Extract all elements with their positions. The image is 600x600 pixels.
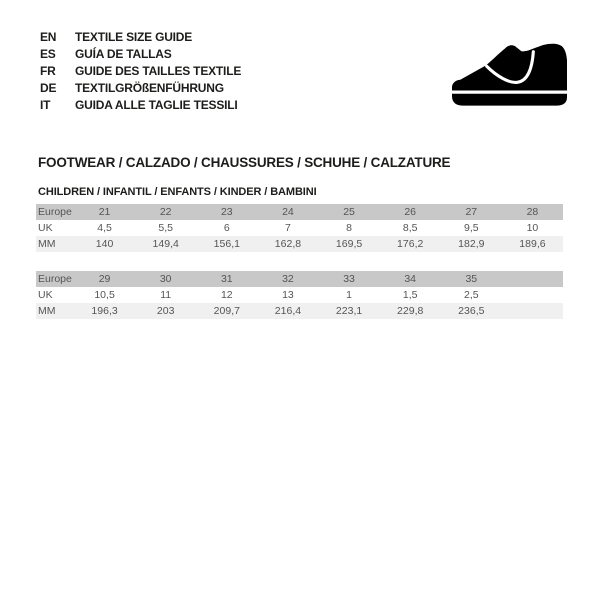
size-value: 2,5 <box>464 289 479 301</box>
size-value: 1 <box>346 289 352 301</box>
size-value: 6 <box>223 222 230 234</box>
row-label: UK <box>38 222 53 234</box>
size-value: 31 <box>220 273 233 285</box>
size-value: 11 <box>160 289 172 301</box>
size-value: 27 <box>465 206 478 218</box>
table-row-mm: MM 140 149,4 156,1 162,8 169,5 176,2 182,9 189,6 <box>36 236 563 252</box>
size-value: 32 <box>282 273 294 285</box>
size-value: 30 <box>159 273 172 285</box>
size-value: 28 <box>526 206 539 218</box>
size-value: 189,6 <box>519 238 546 250</box>
language-code: IT <box>40 98 51 112</box>
size-value <box>502 271 563 287</box>
size-value: 203 <box>156 305 175 317</box>
size-value: 1,5 <box>402 289 418 301</box>
children-size-table-1: Europe 21 22 23 24 25 26 27 28 UK 4,5 5,5 6 7 8 8,5 9,5 1… <box>36 204 563 252</box>
row-label: UK <box>38 289 53 301</box>
language-label: GUÍA DE TALLAS <box>75 47 172 61</box>
size-value: 10 <box>526 222 539 234</box>
table-row-uk: UK 10,5 11 12 13 1 1,5 2,5 <box>36 287 563 303</box>
size-value: 9,5 <box>464 222 479 234</box>
language-label: GUIDA ALLE TAGLIE TESSILI <box>75 98 238 112</box>
language-code: DE <box>40 81 57 95</box>
language-row-it: IT GUIDA ALLE TAGLIE TESSILI <box>40 97 241 114</box>
size-value: 21 <box>98 206 111 218</box>
size-value: 25 <box>343 206 355 218</box>
size-value: 26 <box>404 206 417 218</box>
size-value: 22 <box>159 206 172 218</box>
language-code: ES <box>40 47 56 61</box>
size-value: 182,9 <box>458 238 485 250</box>
size-value: 236,5 <box>458 305 485 317</box>
size-value: 4,5 <box>97 222 112 234</box>
size-value: 33 <box>343 273 355 285</box>
section-title: FOOTWEAR / CALZADO / CHAUSSURES / SCHUHE… <box>38 155 451 170</box>
size-value: 216,4 <box>274 305 302 317</box>
size-value: 149,4 <box>152 238 179 250</box>
size-value: 34 <box>404 273 417 285</box>
children-shoe-icon <box>452 43 567 106</box>
children-size-table-2: Europe 29 30 31 32 33 34 35 UK 10,5 11 12 13 1 1,5 2,5 M… <box>36 271 563 319</box>
size-value <box>502 303 563 319</box>
size-value: 176,2 <box>397 238 424 250</box>
row-label: MM <box>38 305 56 317</box>
size-value: 169,5 <box>335 238 363 250</box>
language-code: EN <box>40 30 57 44</box>
size-value: 162,8 <box>274 238 302 250</box>
size-value: 5,5 <box>158 222 173 234</box>
language-code: FR <box>40 64 56 78</box>
language-row-es: ES GUÍA DE TALLAS <box>40 46 241 63</box>
size-value: 24 <box>282 206 294 218</box>
language-label: GUIDE DES TAILLES TEXTILE <box>75 64 242 78</box>
size-value: 8 <box>346 222 352 234</box>
size-value: 12 <box>220 289 233 301</box>
row-label: Europe <box>38 273 72 285</box>
size-value: 23 <box>220 206 233 218</box>
size-value: 229,8 <box>397 305 424 317</box>
size-value: 35 <box>465 273 478 285</box>
language-label: TEXTILGRÖßENFÜHRUNG <box>75 81 224 95</box>
table-row-europe: Europe 21 22 23 24 25 26 27 28 <box>36 204 563 220</box>
size-value: 10,5 <box>94 289 115 301</box>
size-value: 156,1 <box>213 238 240 250</box>
table-row-europe: Europe 29 30 31 32 33 34 35 <box>36 271 563 287</box>
size-value: 8,5 <box>402 222 418 234</box>
table-row-uk: UK 4,5 5,5 6 7 8 8,5 9,5 10 <box>36 220 563 236</box>
size-value: 196,3 <box>91 305 118 317</box>
row-label: Europe <box>38 206 72 218</box>
size-value <box>502 287 563 303</box>
language-list: EN TEXTILE SIZE GUIDE ES GUÍA DE TALLAS … <box>40 29 241 114</box>
language-row-fr: FR GUIDE DES TAILLES TEXTILE <box>40 63 241 80</box>
language-row-en: EN TEXTILE SIZE GUIDE <box>40 29 241 46</box>
size-value: 29 <box>98 273 111 285</box>
size-value: 13 <box>282 289 294 301</box>
size-value: 223,1 <box>335 305 363 317</box>
table-row-mm: MM 196,3 203 209,7 216,4 223,1 229,8 236,5 <box>36 303 563 319</box>
size-value: 7 <box>285 222 291 234</box>
size-value: 209,7 <box>213 305 240 317</box>
row-label: MM <box>38 238 56 250</box>
language-label: TEXTILE SIZE GUIDE <box>75 30 193 44</box>
size-value: 140 <box>95 238 114 250</box>
subsection-title: CHILDREN / INFANTIL / ENFANTS / KINDER /… <box>38 186 317 198</box>
language-row-de: DE TEXTILGRÖßENFÜHRUNG <box>40 80 241 97</box>
